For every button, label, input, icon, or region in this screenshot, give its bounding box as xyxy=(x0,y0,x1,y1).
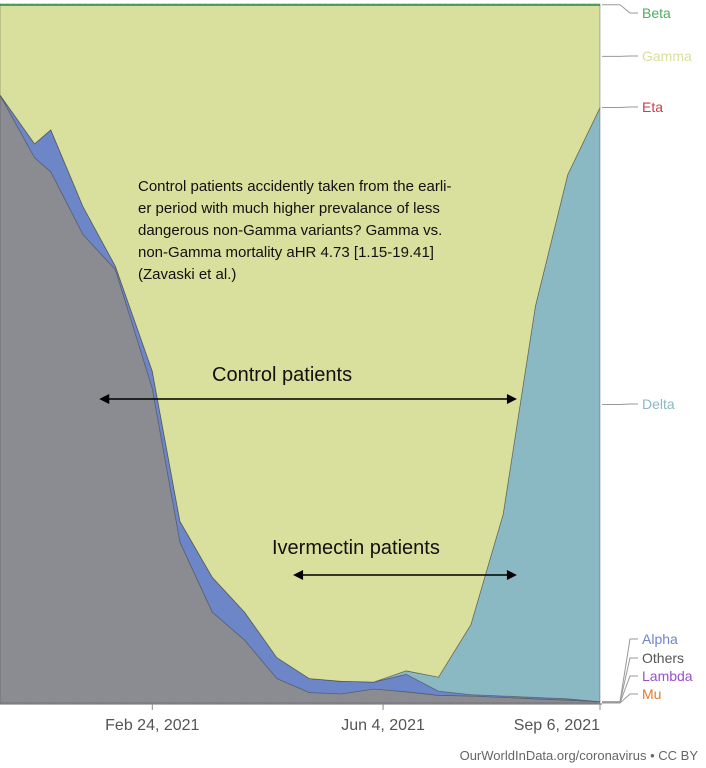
area-delta xyxy=(0,94,601,703)
x-tick-label: Sep 6, 2021 xyxy=(514,717,600,734)
ivermectin-range-arrow xyxy=(293,570,517,580)
legend-connector xyxy=(602,657,638,703)
legend-label-beta: Beta xyxy=(642,5,671,21)
legend-connector xyxy=(602,4,638,14)
x-tick-label: Jun 4, 2021 xyxy=(341,717,425,734)
arrow-head-left xyxy=(99,394,110,404)
legend-label-alpha: Alpha xyxy=(642,631,678,647)
control-range-arrow xyxy=(99,394,517,404)
legend-connector xyxy=(602,638,638,703)
legend-label-others: Others xyxy=(642,650,684,666)
area-series xyxy=(0,3,601,704)
legend-label-gamma: Gamma xyxy=(642,48,692,64)
annotation-arrows xyxy=(99,394,517,580)
legend-label-mu: Mu xyxy=(642,686,661,702)
arrow-head-left xyxy=(293,570,304,580)
legend-label-delta: Delta xyxy=(642,396,675,412)
x-tick-label: Feb 24, 2021 xyxy=(105,717,199,734)
legend: Beta Gamma Eta Delta Alpha Others Lambda Mu xyxy=(602,4,693,704)
annotation-ivermectin-patients: Ivermectin patients xyxy=(272,537,440,559)
annotation-control-patients: Control patients xyxy=(212,364,353,386)
x-axis: Feb 24, 2021 Jun 4, 2021 Sep 6, 2021 xyxy=(0,703,602,734)
arrow-head-right xyxy=(506,394,517,404)
annotation-note: Control patients accidently taken from t… xyxy=(138,178,452,283)
source-credit[interactable]: OurWorldInData.org/coronavirus • CC BY xyxy=(459,748,698,763)
legend-connector xyxy=(602,106,638,108)
legend-label-eta: Eta xyxy=(642,99,663,115)
area-beta xyxy=(0,3,601,6)
legend-label-lambda: Lambda xyxy=(642,668,693,684)
arrow-head-right xyxy=(506,570,517,580)
legend-connector xyxy=(602,403,638,405)
legend-connector xyxy=(602,693,638,704)
